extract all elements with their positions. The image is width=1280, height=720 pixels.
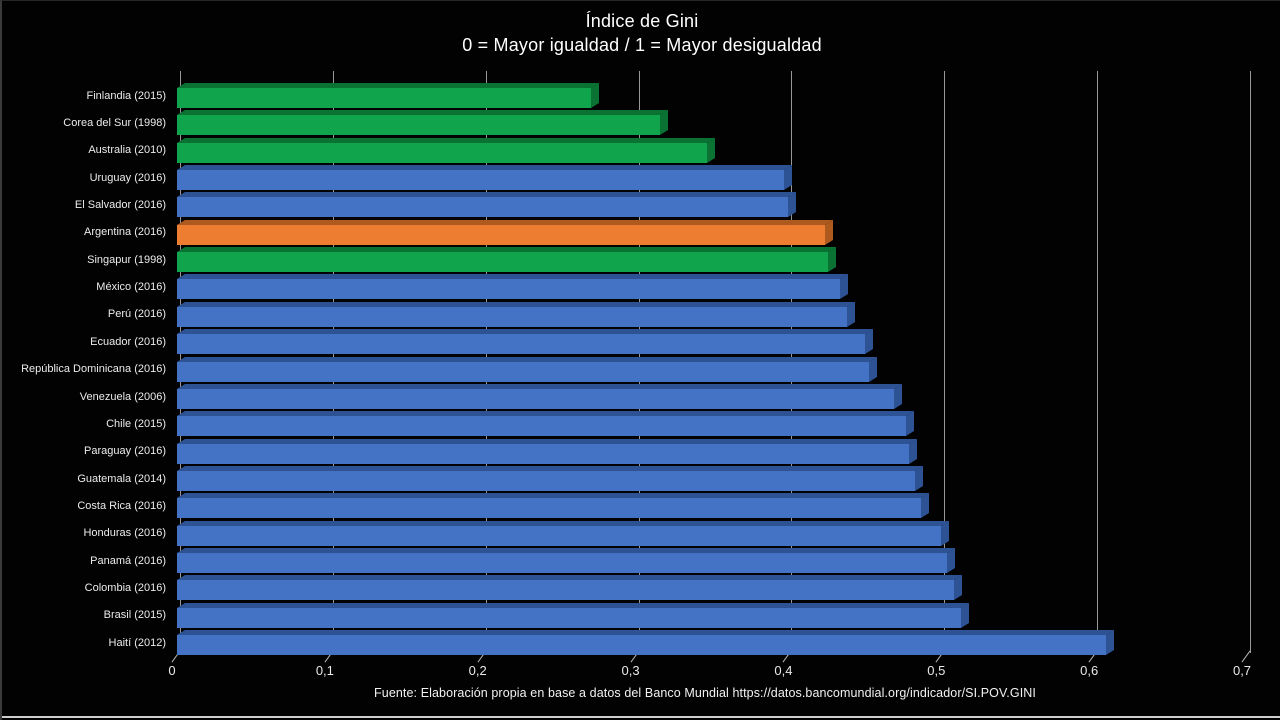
chart-row: Guatemala (2014): [2, 465, 1280, 492]
bar-blue: [177, 170, 784, 191]
chart-row: Paraguay (2016): [2, 438, 1280, 465]
bar-blue: [177, 470, 915, 491]
x-axis-label: 0,4: [774, 663, 793, 678]
category-label: Singapur (1998): [87, 253, 166, 266]
category-label: Colombia (2016): [84, 581, 166, 594]
chart-subtitle: 0 = Mayor igualdad / 1 = Mayor desiguald…: [462, 35, 822, 55]
category-label: República Dominicana (2016): [21, 363, 166, 376]
bar-blue: [177, 552, 947, 573]
chart-row: Finlandia (2015): [2, 82, 1280, 109]
x-axis-label: 0,3: [621, 663, 640, 678]
bar-blue: [177, 443, 909, 464]
chart-row: Argentina (2016): [2, 219, 1280, 246]
category-label: Chile (2015): [106, 417, 166, 430]
chart-row: Haití (2012): [2, 629, 1280, 656]
category-label: Venezuela (2006): [79, 390, 166, 403]
bar-orange: [177, 224, 825, 245]
gridline-x-0,6: [1097, 71, 1099, 653]
chart-row: Colombia (2016): [2, 574, 1280, 601]
category-label: Corea del Sur (1998): [63, 117, 166, 130]
category-label: Australia (2010): [88, 144, 166, 157]
category-label: Haití (2012): [108, 636, 166, 649]
bar-green: [177, 252, 828, 273]
category-label: Brasil (2015): [103, 609, 166, 622]
bar-green: [177, 88, 591, 108]
bar-blue: [177, 525, 941, 546]
chart-row: República Dominicana (2016): [2, 356, 1280, 383]
bar-blue: [177, 361, 869, 382]
category-label: Costa Rica (2016): [77, 499, 166, 512]
chart-row: Ecuador (2016): [2, 328, 1280, 355]
gridline-x-0,7: [1250, 71, 1252, 653]
gridline-x-0,5: [944, 71, 946, 653]
x-axis-label: 0,1: [315, 663, 334, 678]
bar-blue: [177, 306, 847, 327]
chart-row: Panamá (2016): [2, 547, 1280, 574]
category-label: Perú (2016): [107, 308, 166, 321]
category-label: México (2016): [96, 281, 166, 294]
x-axis-label: 0,6: [1080, 663, 1099, 678]
chart-row: Chile (2015): [2, 410, 1280, 437]
chart-row: Australia (2010): [2, 137, 1280, 164]
slide-bottom-border: [2, 716, 1280, 718]
category-label: Finlandia (2015): [86, 89, 167, 102]
chart-row: Uruguay (2016): [2, 164, 1280, 191]
bar-green: [177, 142, 707, 163]
bar-blue: [177, 607, 961, 628]
chart-row: Corea del Sur (1998): [2, 109, 1280, 136]
x-axis-label: 0: [168, 663, 176, 678]
chart-row: Brasil (2015): [2, 602, 1280, 629]
chart-row: Venezuela (2006): [2, 383, 1280, 410]
chart-row: Costa Rica (2016): [2, 492, 1280, 519]
x-axis-label: 0,5: [927, 663, 946, 678]
category-label: El Salvador (2016): [74, 199, 166, 212]
bar-green: [177, 115, 660, 136]
bar-blue: [177, 388, 894, 409]
source-note: Fuente: Elaboración propia en base a dat…: [374, 686, 1036, 700]
chart-row: Singapur (1998): [2, 246, 1280, 273]
bar-blue: [177, 197, 788, 218]
bar-blue: [177, 580, 954, 601]
chart-row: Honduras (2016): [2, 520, 1280, 547]
bar-blue: [177, 279, 840, 300]
chart-title: Índice de Gini: [585, 11, 699, 31]
category-label: Paraguay (2016): [84, 445, 166, 458]
category-label: Ecuador (2016): [90, 335, 166, 348]
x-axis-label: 0,2: [468, 663, 487, 678]
bar-blue: [177, 416, 906, 437]
category-label: Argentina (2016): [84, 226, 166, 239]
bar-blue: [177, 334, 865, 355]
chart-row: Perú (2016): [2, 301, 1280, 328]
category-label: Honduras (2016): [83, 527, 166, 540]
x-axis-label: 0,7: [1232, 663, 1252, 678]
bar-blue: [177, 635, 1106, 655]
chart-row: México (2016): [2, 273, 1280, 300]
chart-row: El Salvador (2016): [2, 191, 1280, 218]
category-label: Uruguay (2016): [89, 171, 166, 184]
bar-blue: [177, 498, 921, 519]
category-label: Panamá (2016): [90, 554, 166, 567]
category-label: Guatemala (2014): [77, 472, 166, 485]
